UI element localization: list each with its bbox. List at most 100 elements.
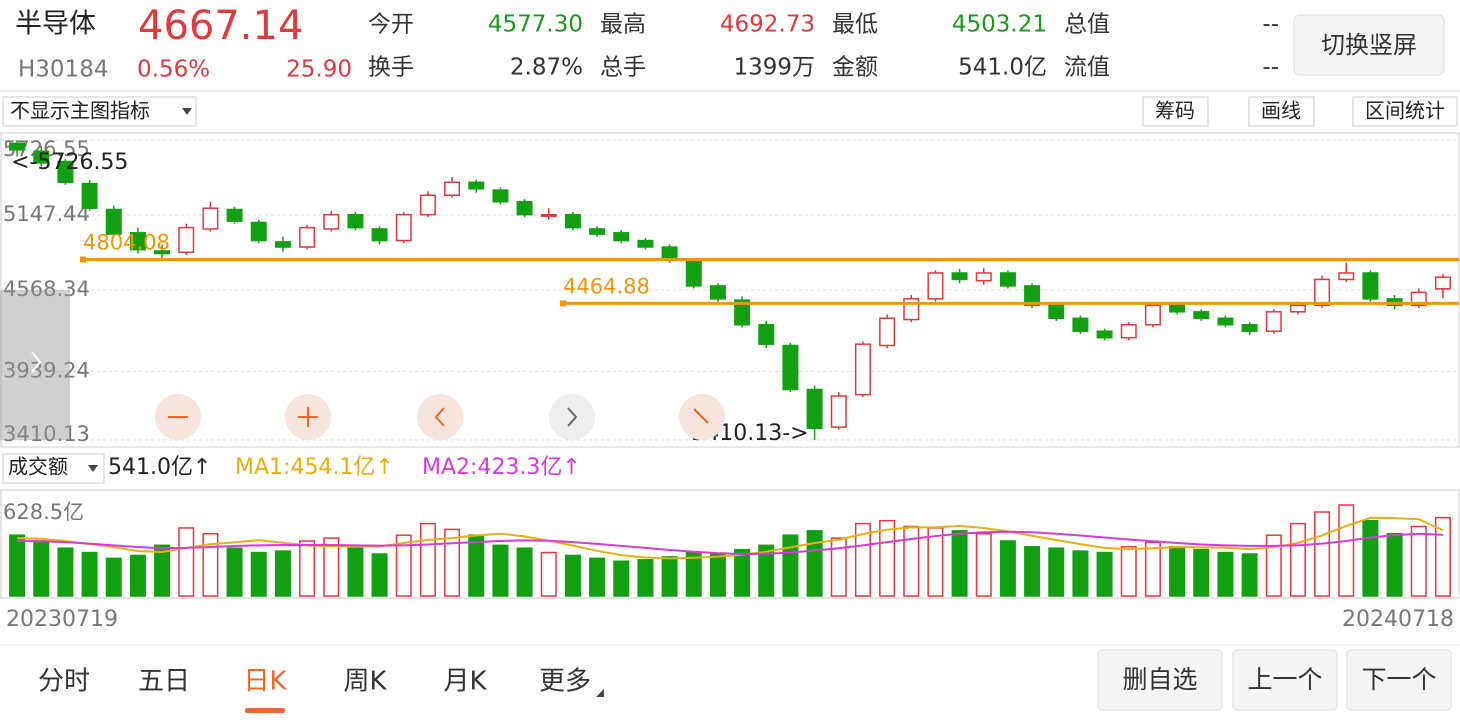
candle-body (516, 200, 533, 216)
scroll-icon (31, 351, 42, 373)
volume-bar (371, 553, 388, 597)
volume-bar (1144, 541, 1161, 597)
more-arrow (596, 689, 604, 697)
tab[interactable]: 月K (443, 667, 487, 697)
dropdown-arrow (182, 108, 192, 115)
volume-bar (806, 530, 823, 597)
zoom-controls (155, 394, 725, 440)
volume-bar (1217, 551, 1234, 597)
field-label: 最低 (832, 12, 878, 38)
volume-bar (81, 551, 98, 597)
volume-bar (323, 537, 340, 597)
candle-body (1241, 324, 1258, 332)
candle-body (999, 272, 1016, 287)
candle-body (371, 228, 388, 242)
field-value: -- (1262, 55, 1279, 81)
candle-body (1072, 317, 1089, 332)
volume-bar (347, 547, 364, 597)
volume-bar (1048, 547, 1065, 597)
volume-bar (274, 550, 291, 597)
tab[interactable]: 周K (343, 667, 387, 697)
candle-body (951, 272, 968, 281)
volume-bar (395, 534, 412, 597)
candle-body (1289, 304, 1306, 313)
scroll-left[interactable] (417, 394, 463, 440)
volume-bar (1072, 550, 1089, 597)
tool-label: 筹码 (1155, 99, 1195, 123)
candle-body (854, 343, 871, 396)
field-label: 总手 (600, 55, 646, 81)
tab[interactable]: 日K (243, 667, 287, 697)
tab[interactable]: 分时 (38, 667, 90, 697)
action-button[interactable] (1097, 649, 1223, 711)
candle-body (105, 208, 122, 235)
tab[interactable]: 五日 (138, 667, 190, 697)
tab-underline (245, 708, 285, 713)
volume-bar (516, 547, 533, 597)
field-value: 2.87% (510, 55, 583, 81)
x-tick-label: 20230719 (6, 607, 118, 632)
volume-bar (879, 519, 896, 597)
candle-body (274, 241, 291, 248)
volume-bar (540, 551, 557, 597)
field-value: 1399万 (733, 55, 815, 81)
volume-bar (661, 556, 678, 597)
volume-bar (178, 527, 195, 597)
action-label: 删自选 (1122, 665, 1197, 694)
tab[interactable]: 更多 (539, 667, 591, 697)
volume-bar (564, 554, 581, 597)
dropdown-arrow (88, 465, 98, 472)
tool-label: 区间统计 (1365, 99, 1445, 123)
candle-body (758, 324, 775, 345)
candle-body (154, 250, 171, 255)
volume-bar (782, 534, 799, 597)
scroll-handle[interactable] (0, 290, 70, 440)
candle-body (540, 213, 557, 217)
candle-body (806, 388, 823, 430)
candle-body (1362, 272, 1379, 300)
candle-body (129, 232, 146, 251)
volume-bar (637, 559, 654, 597)
indicator-dropdown[interactable] (2, 96, 197, 127)
volume-dropdown[interactable] (2, 453, 105, 484)
candle-body (468, 181, 485, 190)
field-label: 金额 (832, 55, 878, 81)
candle-body (323, 213, 340, 230)
level-handle (80, 256, 86, 263)
action-button[interactable] (1232, 649, 1338, 711)
volume-bar (299, 540, 316, 597)
y-tick-label: 628.5亿 (3, 500, 84, 524)
ma-line (17, 516, 1444, 560)
candle-body (1169, 304, 1186, 313)
tool-button[interactable] (1352, 96, 1458, 127)
candle-body (685, 260, 702, 287)
volume-bar (154, 544, 171, 597)
volume-bar (250, 551, 267, 597)
volume-bar (975, 532, 992, 597)
candle-body (1096, 330, 1113, 339)
candle-body (709, 285, 726, 300)
candle-body (444, 181, 461, 196)
legend-entry: MA1:454.1亿↑ (235, 455, 394, 480)
tool-button[interactable] (1248, 96, 1315, 127)
y-tick-label: 5147.44 (3, 202, 90, 226)
field-value: 4503.21 (952, 12, 1047, 38)
volume-bar (492, 544, 509, 597)
action-button[interactable] (1346, 649, 1452, 711)
candle-body (1434, 276, 1451, 290)
volume-bar (999, 540, 1016, 597)
volume-bar (202, 532, 219, 597)
tool-button[interactable] (1142, 96, 1209, 127)
volume-bar (1386, 532, 1403, 597)
scroll-right[interactable] (549, 394, 595, 440)
candle-body (1314, 278, 1331, 307)
volume-bar (1314, 511, 1331, 597)
candle-body (830, 395, 847, 428)
volume-bar (1193, 548, 1210, 597)
level-label: 4464.88 (563, 274, 650, 298)
orientation-button[interactable] (1293, 14, 1445, 76)
y-tick-label: 3939.24 (3, 358, 90, 382)
y-tick-label: 3410.13 (3, 422, 90, 446)
